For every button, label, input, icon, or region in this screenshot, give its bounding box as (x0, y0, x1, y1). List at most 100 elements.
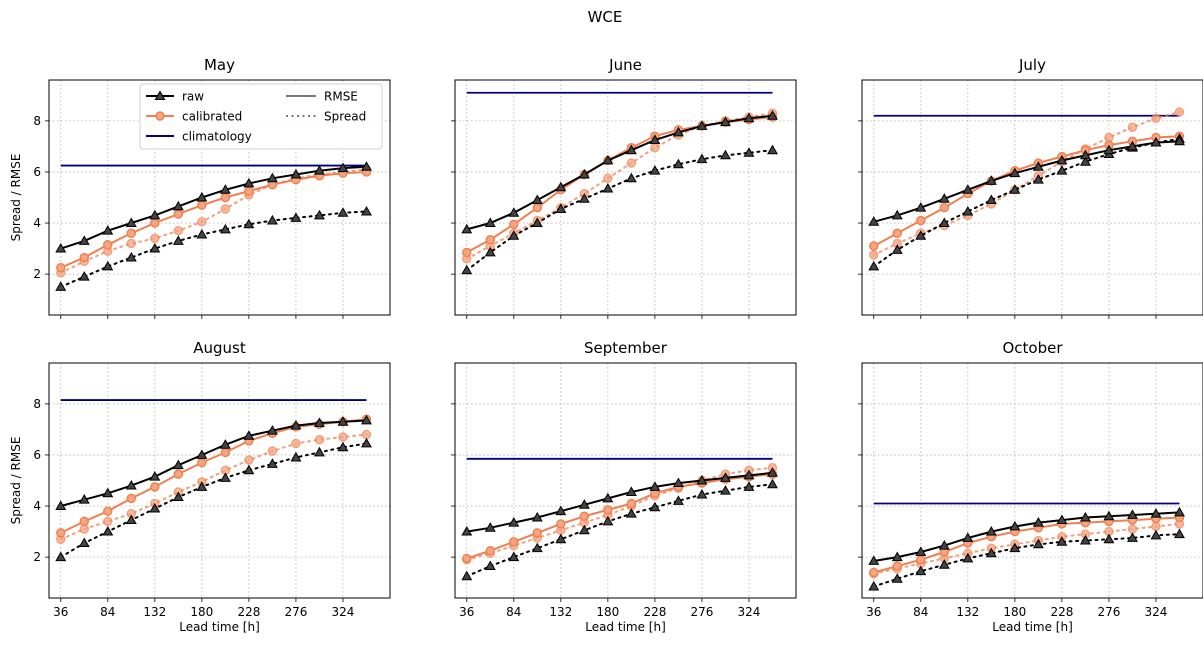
raw-spread-point (672, 495, 684, 505)
axes-frame (48, 79, 391, 316)
y-tick-label: 4 (33, 499, 41, 513)
panel-title: August (193, 339, 246, 357)
x-axis-label: Lead time [h] (992, 620, 1073, 634)
cal-rmse-point (103, 240, 113, 250)
x-tick-label: 180 (596, 605, 619, 619)
raw-spread-point (649, 501, 661, 512)
raw-spread-point (149, 502, 161, 513)
cal-rmse-point (532, 528, 543, 538)
raw-spread-point (531, 542, 543, 553)
raw-spread-point (767, 478, 778, 489)
legend: raw calibrated climatology RMSE Spread (139, 83, 383, 150)
raw-rmse-point (1126, 509, 1138, 519)
raw-rmse-point (290, 419, 302, 430)
raw-spread-point (1079, 534, 1091, 545)
x-tick-label: 180 (190, 605, 213, 619)
cal-spread-point (338, 432, 348, 442)
raw-rmse-point (649, 134, 661, 144)
raw-spread-point (102, 260, 114, 271)
raw-spread-line (59, 442, 368, 559)
raw-rmse-point (172, 459, 184, 470)
cal-spread-line (872, 110, 1181, 256)
cal-rmse-point (532, 203, 543, 213)
panel-september: 36 84 132 180 228 276 324 September Lead time [h… (451, 339, 797, 634)
cal-rmse-point (79, 252, 89, 263)
raw-rmse-point (1032, 517, 1044, 527)
raw-rmse-point (102, 225, 114, 235)
raw-rmse-point (1150, 136, 1162, 147)
x-tick-label: 36 (53, 605, 68, 619)
cal-rmse-point (197, 457, 207, 468)
raw-rmse-point (962, 532, 974, 542)
raw-spread-point (602, 182, 614, 193)
raw-spread-point (361, 437, 372, 448)
cal-spread-point (1151, 521, 1161, 532)
cal-rmse-point (509, 537, 519, 547)
axes-frame (48, 362, 391, 599)
raw-rmse-point (719, 472, 731, 482)
raw-spread-point (1079, 156, 1091, 166)
raw-rmse-point (938, 193, 950, 203)
raw-rmse-point (985, 175, 997, 185)
cal-rmse-point (173, 209, 184, 219)
raw-rmse-point (531, 511, 543, 522)
raw-rmse-line (59, 165, 368, 250)
cal-spread-point (314, 434, 325, 445)
raw-spread-point (508, 230, 520, 240)
cal-spread-point (126, 238, 137, 249)
axes-frame (454, 362, 797, 599)
raw-spread-point (508, 551, 520, 562)
y-tick-label: 6 (33, 448, 41, 462)
raw-rmse-point (555, 181, 567, 192)
raw-spread-point (719, 485, 731, 495)
cal-rmse-point (56, 528, 66, 538)
cal-rmse-point (462, 247, 472, 258)
raw-spread-point (962, 552, 974, 563)
raw-spread-point (578, 524, 590, 535)
raw-spread-point (531, 217, 543, 227)
cal-rmse-point (892, 561, 902, 571)
cal-spread-point (103, 516, 113, 527)
y-axis-label: Spread / RMSE (9, 154, 23, 242)
raw-spread-point (243, 218, 255, 229)
raw-spread-point (625, 508, 637, 518)
raw-rmse-point (767, 467, 778, 477)
raw-rmse-point (649, 481, 661, 491)
raw-spread-point (313, 446, 325, 457)
raw-spread-point (1103, 533, 1115, 544)
raw-spread-point (78, 537, 90, 548)
y-axis-label: Spread / RMSE (9, 437, 23, 525)
cal-rmse-point (220, 447, 231, 458)
panel-may: 2 4 6 8 May Spread / RMSE raw calibrated climato… (9, 56, 391, 319)
raw-rmse-point (55, 500, 67, 510)
cal-rmse-point (556, 519, 566, 529)
raw-spread-line (465, 483, 774, 578)
raw-rmse-point (938, 540, 950, 550)
raw-rmse-point (484, 217, 496, 227)
x-tick-label: 228 (643, 605, 666, 619)
x-tick-label: 132 (549, 605, 572, 619)
x-tick-label: 228 (1050, 605, 1073, 619)
raw-rmse-point (672, 126, 684, 137)
figure-suptitle: WCE (588, 8, 623, 26)
legend-label: Spread (324, 110, 366, 124)
raw-spread-point (461, 264, 473, 275)
legend-box (139, 83, 383, 150)
cal-rmse-point (939, 203, 950, 213)
y-tick-label: 2 (33, 550, 41, 564)
raw-rmse-point (1079, 149, 1091, 160)
cal-spread-point (150, 233, 160, 244)
raw-rmse-point (578, 499, 590, 509)
raw-spread-point (649, 165, 661, 175)
raw-rmse-point (125, 217, 137, 227)
raw-spread-point (625, 172, 637, 183)
cal-rmse-point (103, 506, 113, 516)
raw-spread-point (172, 235, 184, 245)
raw-rmse-point (508, 517, 520, 527)
legend-calibrated-marker (155, 111, 165, 121)
raw-spread-point (196, 481, 208, 491)
raw-spread-point (891, 244, 903, 254)
raw-rmse-point (313, 165, 325, 175)
raw-rmse-point (985, 525, 997, 536)
x-tick-label: 132 (143, 605, 166, 619)
